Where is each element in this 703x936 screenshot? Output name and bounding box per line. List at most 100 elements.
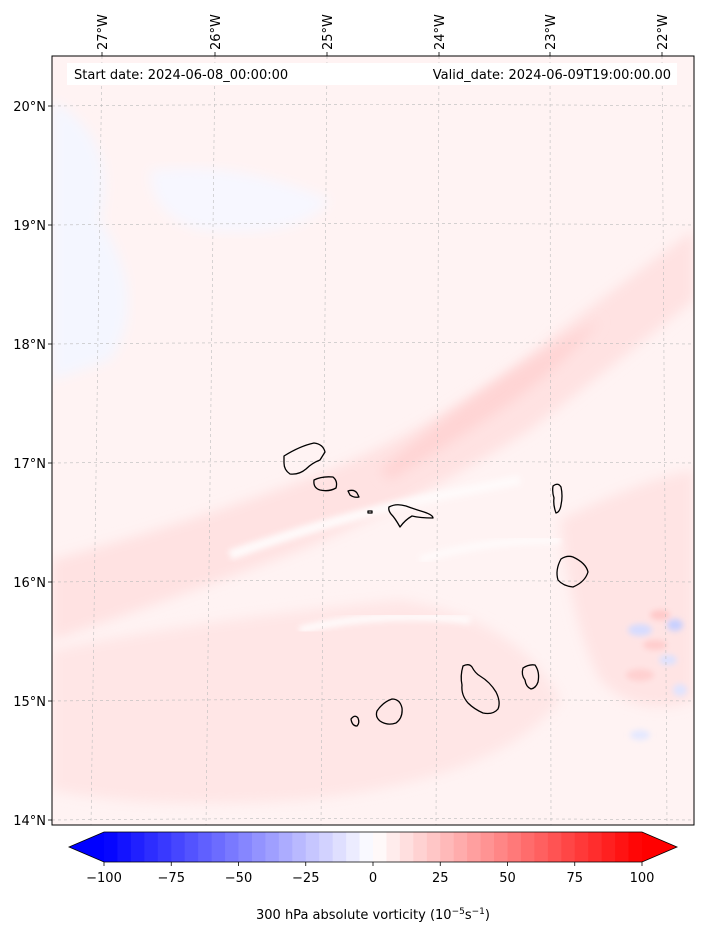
colorbar-title: 300 hPa absolute vorticity (10−5s−1) [256, 907, 490, 923]
valid-date-label: Valid_date: 2024-06-09T19:00:00.00 [433, 68, 671, 83]
colorbar-segment [547, 832, 562, 862]
vorticity-weak-streak [228, 475, 521, 560]
vorticity-field [52, 100, 694, 804]
colorbar-segment [373, 832, 387, 862]
colorbar-tick-label: −25 [292, 871, 319, 886]
colorbar-segment [305, 832, 320, 862]
vorticity-positive-lower [52, 600, 560, 804]
date-info-background [67, 63, 677, 85]
colorbar-segment [198, 832, 213, 862]
vorticity-negative-region [52, 100, 128, 380]
vorticity-weak-streak [299, 612, 471, 634]
colorbar-title-main: 300 hPa absolute vorticity (10 [256, 908, 452, 923]
vorticity-blob-positive [650, 610, 670, 620]
colorbar-segment [453, 832, 468, 862]
vorticity-blob-negative [659, 655, 677, 665]
colorbar-tick-label: −100 [86, 871, 122, 886]
colorbar-tick-label: 100 [630, 871, 655, 886]
gridline-lon-25w [320, 56, 328, 825]
colorbar-tick-label: −75 [158, 871, 185, 886]
colorbar-segment [171, 832, 186, 862]
colorbar-segment [413, 832, 428, 862]
colorbar-title-exponent: −1 [472, 907, 485, 917]
latitude-tick-label: 20°N [13, 100, 46, 115]
island-sao-vicente [313, 476, 338, 492]
colorbar-extend-high [642, 832, 677, 862]
vorticity-wave-cluster [626, 610, 687, 740]
colorbar-ticks: −100 −75 −50 −25 0 25 50 75 100 [86, 862, 654, 886]
gridline-lon-24w [435, 56, 440, 825]
gridline-lat-20n [52, 104, 694, 107]
gridline-lat-14n [52, 818, 694, 821]
colorbar-segment [386, 832, 401, 862]
colorbar-segment [184, 832, 199, 862]
colorbar-tick-label: 50 [499, 871, 516, 886]
vorticity-weak-streak [418, 536, 561, 564]
date-info-box: Start date: 2024-06-08_00:00:00 Valid_da… [67, 63, 677, 85]
latitude-tick-label: 18°N [13, 338, 46, 353]
island-santa-luzia [347, 489, 360, 498]
island-santo-antao [283, 442, 326, 475]
colorbar-segment [467, 832, 482, 862]
vorticity-blob-negative [673, 684, 687, 696]
gridline-lat-16n [52, 580, 694, 583]
colorbar-segment [507, 832, 522, 862]
colorbar-title-end: ) [485, 908, 490, 923]
colorbar-segment [534, 832, 549, 862]
gridline-lon-26w [205, 56, 216, 825]
vorticity-positive-band-core [380, 320, 600, 480]
gridline-lat-19n [52, 223, 694, 226]
colorbar-segment [601, 832, 616, 862]
vorticity-blob-positive [643, 640, 667, 650]
colorbar: −100 −75 −50 −25 0 25 50 75 100 300 hPa absolute… [67, 831, 679, 923]
colorbar-title-exponent: −5 [452, 907, 465, 917]
vorticity-blob-positive [626, 669, 654, 681]
colorbar-segment [440, 832, 455, 862]
colorbar-segment [251, 832, 266, 862]
map-frame [51, 55, 695, 826]
longitude-tick-label: 27°W [96, 14, 111, 50]
colorbar-segment [117, 832, 132, 862]
colorbar-segment [574, 832, 589, 862]
gridline-lon-27w [90, 56, 103, 825]
colorbar-segment [615, 832, 630, 862]
colorbar-extend-low [69, 832, 104, 862]
island-boa-vista [556, 555, 589, 588]
colorbar-tick-label: −50 [225, 871, 252, 886]
colorbar-segment [225, 832, 239, 862]
latitude-tick-label: 17°N [13, 457, 46, 472]
colorbar-tick-label: 0 [369, 871, 377, 886]
island-maio [521, 664, 540, 690]
colorbar-segment [628, 832, 643, 862]
colorbar-segment [494, 832, 508, 862]
colorbar-segment [480, 832, 495, 862]
vorticity-blob-negative [667, 619, 683, 631]
vorticity-negative-region [150, 168, 330, 232]
gridlines [52, 56, 694, 825]
colorbar-segment [359, 832, 374, 862]
colorbar-segment [346, 832, 361, 862]
start-date-label: Start date: 2024-06-08_00:00:00 [74, 68, 288, 83]
colorbar-segments [104, 832, 643, 862]
island-fogo [375, 698, 403, 725]
gridline-lon-22w [661, 56, 668, 825]
latitude-tick-label: 15°N [13, 695, 46, 710]
gridline-lat-18n [52, 342, 694, 345]
vorticity-blob-negative [630, 730, 650, 740]
vorticity-positive-band [52, 230, 694, 640]
colorbar-segment [157, 832, 172, 862]
longitude-tick-label: 26°W [209, 14, 224, 50]
longitude-tick-label: 25°W [321, 14, 336, 50]
gridline-lat-15n [52, 699, 694, 702]
colorbar-tick-label: 25 [432, 871, 449, 886]
vorticity-blob-negative [628, 624, 652, 636]
colorbar-segment [104, 832, 118, 862]
island-outlines [283, 442, 589, 727]
colorbar-segment [399, 832, 414, 862]
colorbar-segment [319, 832, 334, 862]
island-raso [367, 510, 373, 514]
colorbar-segment [265, 832, 280, 862]
longitude-tick-label: 24°W [433, 14, 448, 50]
colorbar-segment [211, 832, 226, 862]
